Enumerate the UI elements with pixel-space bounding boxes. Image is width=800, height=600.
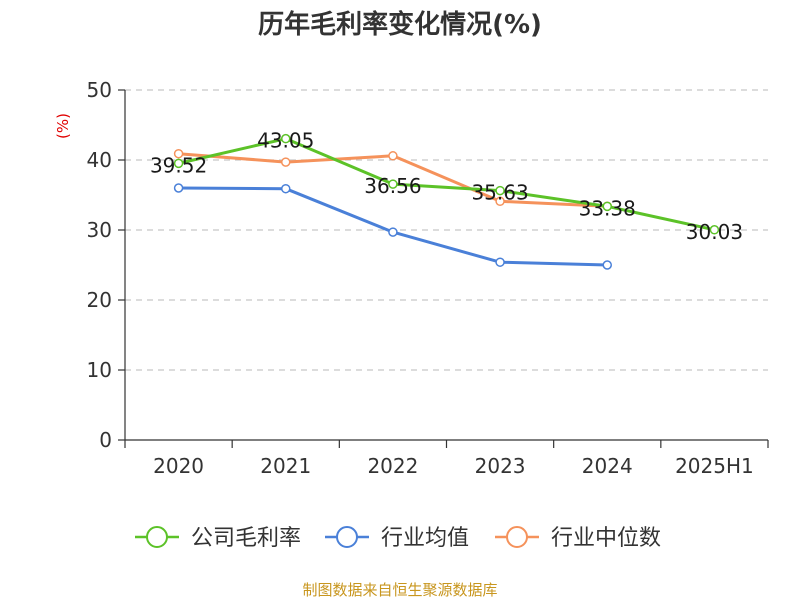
x-tick-label-2023: 2023 [475, 454, 526, 478]
legend-marker-icon [506, 526, 528, 548]
axes: 0 10 20 30 40 50 2020 2021 2022 2023 2024 2025H1 [87, 78, 769, 478]
y-tick-label-10: 10 [87, 358, 112, 382]
legend: 公司毛利率 行业均值 行业中位数 [135, 526, 661, 551]
x-tick-label-2020: 2020 [153, 454, 204, 478]
y-tick-label-50: 50 [87, 78, 112, 102]
data-label-2025H1: 30.03 [686, 220, 743, 244]
data-label-2024: 33.38 [579, 196, 636, 220]
data-point-s2-2023 [495, 196, 505, 207]
y-tick-label-30: 30 [87, 218, 112, 242]
x-tick-label-2021: 2021 [260, 454, 311, 478]
data-label-2022: 36.56 [364, 174, 421, 198]
data-point-s0-2025H1 [709, 225, 720, 235]
series-line-1 [178, 186, 608, 267]
y-tick-label-20: 20 [87, 288, 112, 312]
legend-item-0: 公司毛利率 [135, 526, 301, 551]
series-lines [173, 133, 720, 270]
data-point-s1-2023 [495, 257, 505, 267]
x-tick-label-2024: 2024 [582, 454, 633, 478]
x-tick-label-2025H1: 2025H1 [675, 454, 754, 478]
y-tick-label-40: 40 [87, 148, 112, 172]
x-tick-label-2022: 2022 [367, 454, 418, 478]
y-axis-unit-label: (%) [54, 113, 72, 139]
data-point-s0-2023 [495, 185, 505, 196]
legend-marker-icon [336, 526, 358, 548]
data-label-2020: 39.52 [150, 153, 207, 177]
data-point-s2-2021 [281, 157, 291, 167]
data-point-s1-2024 [602, 260, 612, 270]
chart-title: 历年毛利率变化情况(%) [258, 9, 542, 40]
data-point-s1-2022 [388, 227, 398, 237]
y-tick-label-0: 0 [99, 428, 112, 452]
legend-label: 行业均值 [381, 526, 469, 551]
data-point-s0-2024 [602, 201, 612, 212]
data-labels: 39.52 43.05 36.56 35.63 33.38 30.03 [150, 129, 743, 244]
legend-item-1: 行业均值 [325, 526, 469, 551]
data-label-2021: 43.05 [257, 129, 314, 153]
legend-label: 行业中位数 [551, 526, 661, 551]
data-point-s0-2021 [281, 133, 291, 144]
data-point-s0-2022 [388, 179, 398, 189]
grid-lines [125, 89, 768, 371]
data-point-s0-2020 [173, 158, 184, 169]
data-point-s1-2020 [173, 183, 184, 193]
legend-item-2: 行业中位数 [495, 526, 661, 551]
data-source-note: 制图数据来自恒生聚源数据库 [302, 581, 497, 599]
data-point-s2-2022 [388, 151, 398, 161]
data-point-s2-2020 [173, 148, 184, 159]
data-label-2023: 35.63 [471, 181, 528, 205]
legend-marker-icon [146, 526, 168, 548]
series-line-0 [178, 137, 715, 232]
data-point-s1-2021 [281, 183, 291, 194]
legend-label: 公司毛利率 [191, 526, 301, 551]
